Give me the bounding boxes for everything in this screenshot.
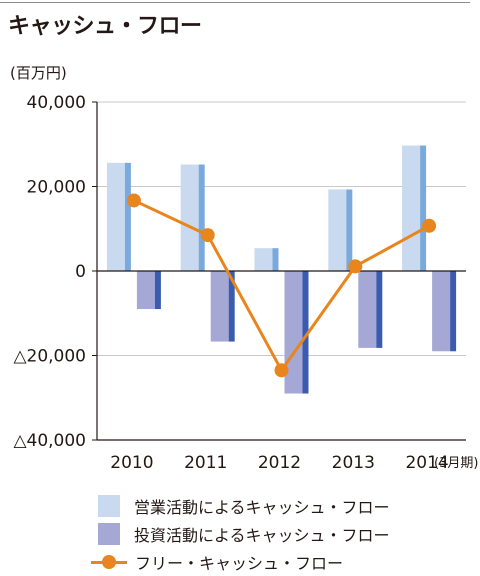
investing-cf-bar-shade	[302, 271, 309, 394]
x-tick-label: 2010	[110, 453, 153, 473]
page-title: キャッシュ・フロー	[8, 14, 202, 39]
operating-cf-bar	[402, 145, 421, 271]
free-cf-line	[133, 199, 430, 372]
free-cf-marker	[422, 218, 437, 233]
y-tick-label: △40,000	[13, 431, 86, 451]
y-tick-label: △20,000	[13, 347, 86, 367]
y-tick-label: 20,000	[27, 178, 86, 198]
operating-cf-bar	[180, 164, 199, 271]
operating-cf-bar	[106, 162, 125, 271]
legend-swatch-investing	[98, 523, 120, 545]
investing-cf-bar-shade	[450, 271, 457, 352]
unit-label: (百万円)	[10, 64, 67, 82]
top-rule	[0, 2, 470, 3]
free-cf-marker	[348, 259, 363, 274]
operating-cf-bar-shade	[272, 248, 279, 271]
operating-cf-bar	[254, 248, 273, 271]
legend-label-investing: 投資活動によるキャッシュ・フロー	[134, 526, 390, 545]
x-tick-label: 2011	[184, 453, 227, 473]
operating-cf-bar-shade	[124, 162, 131, 271]
legend-swatch-operating	[98, 495, 120, 517]
investing-cf-bar-shade	[228, 271, 235, 342]
x-tick-label: 2014	[405, 453, 448, 473]
legend-item-operating: 営業活動によるキャッシュ・フロー	[98, 492, 390, 520]
free-cf-marker	[274, 363, 289, 378]
free-cf-marker	[200, 228, 215, 243]
legend-swatch-free-marker	[102, 555, 116, 569]
investing-cf-bar	[136, 271, 155, 310]
operating-cf-bar	[328, 189, 347, 271]
operating-cf-bar-shade	[346, 189, 353, 271]
y-tick-label: 0	[75, 262, 86, 282]
investing-cf-bar-shade	[154, 271, 161, 310]
x-tick-label: 2013	[332, 453, 375, 473]
y-tick-label: 40,000	[27, 93, 86, 113]
investing-cf-bar	[432, 271, 451, 352]
operating-cf-bar-shade	[198, 164, 205, 271]
legend-label-operating: 営業活動によるキャッシュ・フロー	[134, 498, 390, 517]
investing-cf-bar	[358, 271, 377, 348]
investing-cf-bar	[210, 271, 229, 342]
x-tick-label: 2012	[258, 453, 301, 473]
legend-swatch-free	[91, 551, 127, 573]
free-cf-marker	[126, 193, 141, 208]
investing-cf-bar	[284, 271, 303, 394]
legend-item-free: フリー・キャッシュ・フロー	[91, 548, 390, 576]
period-label: (3月期)	[434, 456, 478, 471]
investing-cf-bar-shade	[376, 271, 383, 348]
legend: 営業活動によるキャッシュ・フロー 投資活動によるキャッシュ・フロー フリー・キャ…	[91, 492, 390, 576]
legend-label-free: フリー・キャッシュ・フロー	[135, 554, 344, 573]
operating-cf-bar-shade	[420, 145, 427, 271]
legend-item-investing: 投資活動によるキャッシュ・フロー	[98, 520, 390, 548]
